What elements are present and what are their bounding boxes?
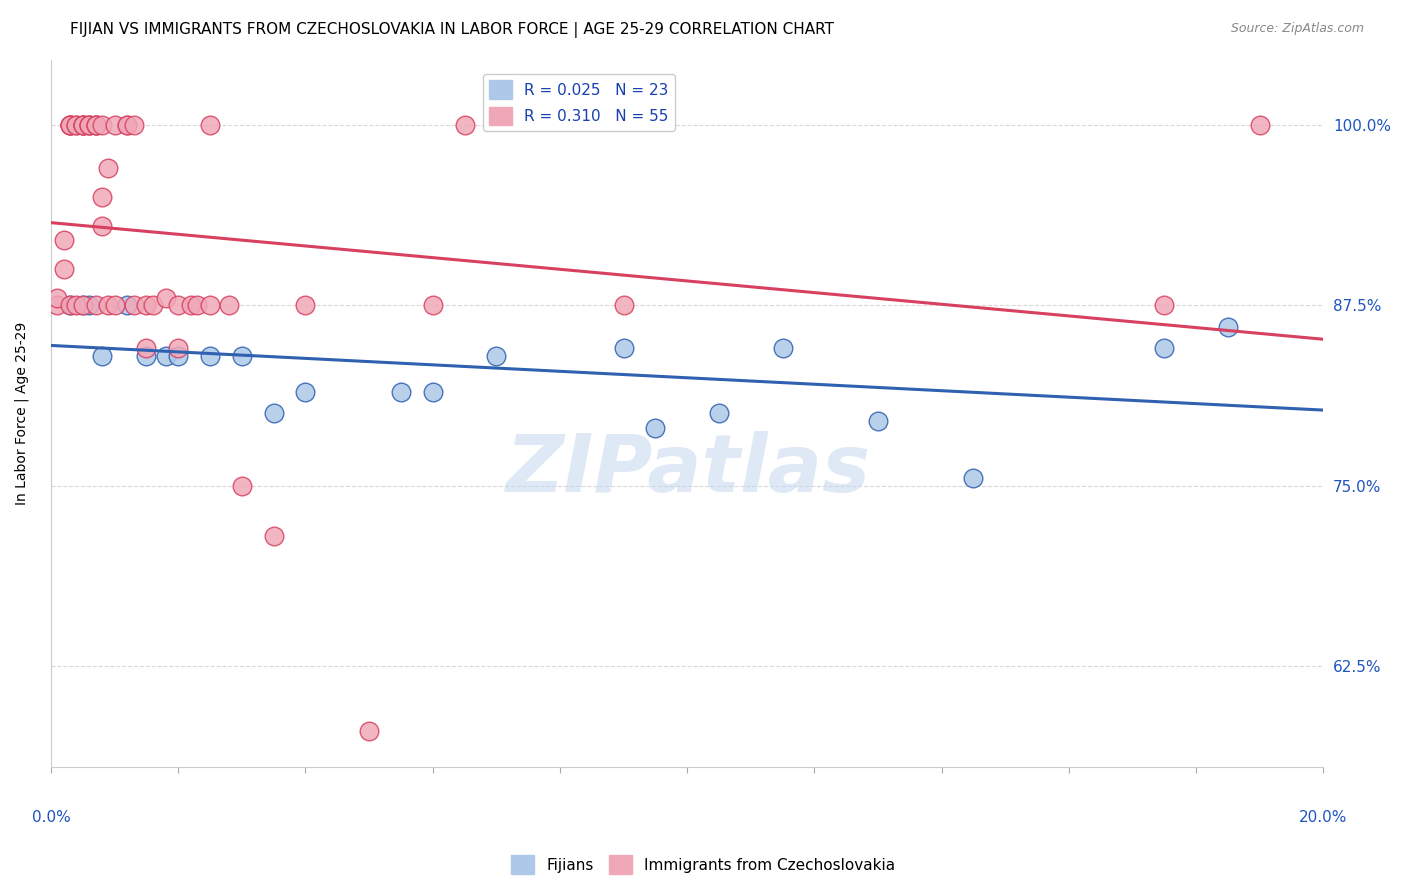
Point — [1153, 298, 1175, 312]
Point — [167, 349, 190, 363]
Point — [90, 219, 112, 233]
Point — [59, 118, 82, 132]
Point — [46, 291, 69, 305]
Point — [77, 118, 100, 132]
Point — [77, 118, 100, 132]
Point — [167, 298, 190, 312]
Point — [231, 349, 253, 363]
Point — [707, 406, 730, 420]
Point — [1249, 118, 1271, 132]
Point — [72, 118, 94, 132]
Point — [198, 118, 221, 132]
Point — [155, 349, 177, 363]
Point — [485, 349, 508, 363]
Text: FIJIAN VS IMMIGRANTS FROM CZECHOSLOVAKIA IN LABOR FORCE | AGE 25-29 CORRELATION : FIJIAN VS IMMIGRANTS FROM CZECHOSLOVAKIA… — [70, 22, 834, 38]
Point — [84, 118, 107, 132]
Point — [65, 298, 87, 312]
Point — [104, 298, 127, 312]
Point — [422, 298, 444, 312]
Point — [198, 298, 221, 312]
Text: Source: ZipAtlas.com: Source: ZipAtlas.com — [1230, 22, 1364, 36]
Point — [135, 298, 157, 312]
Point — [117, 298, 139, 312]
Point — [77, 118, 100, 132]
Point — [167, 342, 190, 356]
Point — [155, 291, 177, 305]
Point — [72, 298, 94, 312]
Text: 20.0%: 20.0% — [1299, 810, 1347, 825]
Point — [644, 421, 666, 435]
Point — [84, 118, 107, 132]
Point — [294, 298, 316, 312]
Point — [97, 161, 120, 175]
Point — [52, 262, 75, 277]
Y-axis label: In Labor Force | Age 25-29: In Labor Force | Age 25-29 — [15, 322, 30, 505]
Point — [142, 298, 165, 312]
Point — [263, 406, 285, 420]
Point — [453, 118, 475, 132]
Point — [59, 118, 82, 132]
Point — [218, 298, 240, 312]
Point — [90, 118, 112, 132]
Point — [359, 724, 381, 739]
Point — [117, 118, 139, 132]
Point — [65, 118, 87, 132]
Point — [422, 384, 444, 399]
Point — [866, 414, 889, 428]
Point — [72, 118, 94, 132]
Legend: Fijians, Immigrants from Czechoslovakia: Fijians, Immigrants from Czechoslovakia — [505, 849, 901, 880]
Point — [84, 118, 107, 132]
Point — [198, 349, 221, 363]
Point — [231, 478, 253, 492]
Point — [104, 118, 127, 132]
Point — [52, 233, 75, 247]
Point — [389, 384, 412, 399]
Point — [59, 298, 82, 312]
Point — [962, 471, 984, 485]
Point — [294, 384, 316, 399]
Point — [59, 298, 82, 312]
Point — [90, 349, 112, 363]
Text: 0.0%: 0.0% — [32, 810, 70, 825]
Point — [186, 298, 208, 312]
Point — [263, 529, 285, 543]
Point — [72, 118, 94, 132]
Point — [84, 298, 107, 312]
Point — [612, 298, 634, 312]
Point — [72, 298, 94, 312]
Point — [1153, 342, 1175, 356]
Point — [135, 349, 157, 363]
Point — [90, 190, 112, 204]
Point — [65, 118, 87, 132]
Point — [1216, 319, 1239, 334]
Point — [180, 298, 202, 312]
Point — [77, 298, 100, 312]
Point — [97, 298, 120, 312]
Text: ZIPatlas: ZIPatlas — [505, 431, 870, 509]
Point — [117, 118, 139, 132]
Point — [612, 342, 634, 356]
Point — [135, 342, 157, 356]
Legend: R = 0.025   N = 23, R = 0.310   N = 55: R = 0.025 N = 23, R = 0.310 N = 55 — [484, 74, 675, 131]
Point — [46, 298, 69, 312]
Point — [59, 118, 82, 132]
Point — [772, 342, 794, 356]
Point — [72, 118, 94, 132]
Point — [122, 118, 145, 132]
Point — [122, 298, 145, 312]
Point — [59, 118, 82, 132]
